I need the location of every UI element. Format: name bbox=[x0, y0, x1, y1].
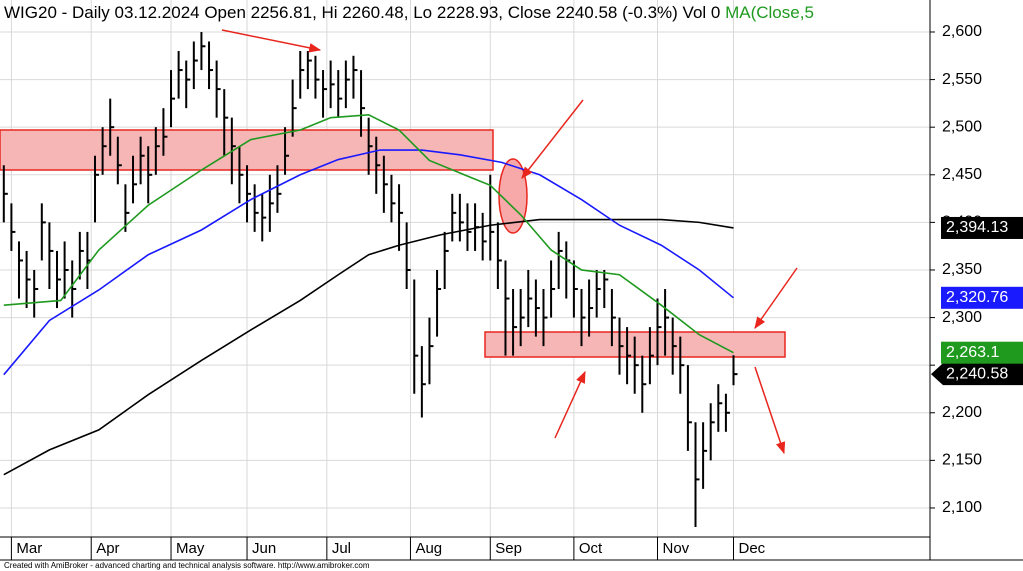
y-tick-label: 2,300 bbox=[942, 309, 982, 326]
last-value-label: 2,394.13 bbox=[946, 219, 1008, 236]
y-tick-label: 2,500 bbox=[942, 118, 982, 135]
arrow bbox=[754, 366, 786, 455]
chart-title: WIG20 - Daily 03.12.2024 Open 2256.81, H… bbox=[4, 3, 814, 22]
arrow bbox=[521, 99, 584, 179]
x-tick-label: May bbox=[176, 540, 205, 557]
last-value-label: 2,240.58 bbox=[946, 365, 1008, 382]
arrow bbox=[554, 370, 586, 439]
x-tick-label: Jul bbox=[332, 540, 351, 557]
arrows bbox=[221, 29, 798, 455]
x-tick-label: Oct bbox=[579, 540, 603, 557]
moving-average-line bbox=[3, 149, 735, 376]
ma-label: MA(Close,5 bbox=[725, 3, 814, 22]
y-tick-label: 2,600 bbox=[942, 23, 982, 40]
title-text: WIG20 - Daily 03.12.2024 Open 2256.81, H… bbox=[4, 3, 725, 22]
footer: Created with AmiBroker - advanced charti… bbox=[4, 561, 370, 570]
last-value-label: 2,263.1 bbox=[946, 344, 999, 361]
y-tick-label: 2,100 bbox=[942, 499, 982, 516]
plot-data bbox=[2, 31, 738, 528]
x-tick-label: Dec bbox=[739, 540, 766, 557]
arrow bbox=[754, 267, 798, 329]
y-tick-label: 2,150 bbox=[942, 452, 982, 469]
x-tick-label: Apr bbox=[96, 540, 119, 557]
axes: 2,1002,1502,2002,2502,3002,3502,4002,450… bbox=[10, 23, 1023, 560]
moving-average-line bbox=[3, 113, 734, 354]
last-value-box bbox=[941, 341, 1023, 364]
last-value-box bbox=[941, 216, 1023, 239]
grid bbox=[0, 0, 930, 537]
annotations bbox=[0, 129, 786, 358]
y-tick-label: 2,450 bbox=[942, 166, 982, 183]
y-tick-label: 2,200 bbox=[942, 404, 982, 421]
y-tick-label: 2,350 bbox=[942, 261, 982, 278]
x-tick-label: Mar bbox=[16, 540, 42, 557]
last-value-box bbox=[941, 286, 1023, 309]
last-value-box bbox=[931, 363, 1023, 386]
x-tick-label: Sep bbox=[495, 540, 522, 557]
x-tick-label: Jun bbox=[252, 540, 276, 557]
last-value-label: 2,320.76 bbox=[946, 289, 1008, 306]
y-tick-label: 2,550 bbox=[942, 71, 982, 88]
x-tick-label: Aug bbox=[415, 540, 442, 557]
moving-average-line bbox=[3, 218, 734, 476]
x-tick-label: Nov bbox=[662, 540, 689, 557]
arrow bbox=[221, 29, 322, 53]
